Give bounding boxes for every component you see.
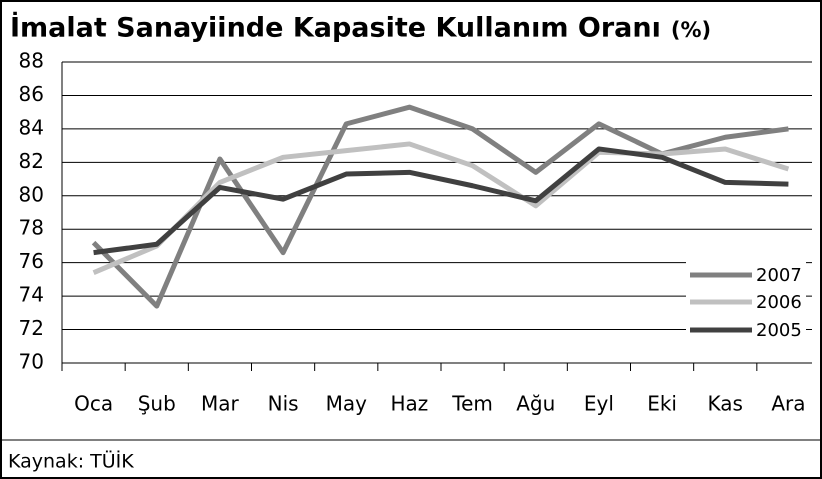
- y-tick-label: 86: [19, 82, 44, 106]
- x-tick-label: May: [326, 392, 368, 416]
- x-tick-label: Nis: [268, 392, 299, 416]
- series-line: [93, 146, 789, 256]
- x-tick-label: Eyl: [584, 392, 614, 416]
- y-tick-label: 76: [19, 249, 44, 273]
- x-tick-label: Şub: [138, 392, 176, 416]
- source: Kaynak: TÜİK: [8, 450, 134, 473]
- legend-label: 2006: [756, 292, 802, 313]
- x-tick-label: Eki: [647, 392, 677, 416]
- x-tick-label: Mar: [201, 392, 240, 416]
- x-tick-label: Kas: [708, 392, 743, 416]
- x-tick-label: Tem: [451, 392, 493, 416]
- x-tick-label: Ağu: [516, 392, 555, 416]
- legend-label: 2007: [756, 265, 802, 286]
- y-tick-label: 72: [19, 316, 44, 340]
- y-tick-label: 78: [19, 216, 44, 240]
- x-tick-label: Oca: [74, 392, 113, 416]
- y-tick-label: 82: [19, 149, 44, 173]
- y-tick-label: 80: [19, 182, 44, 206]
- legend-label: 2005: [756, 320, 802, 341]
- y-tick-label: 70: [19, 350, 44, 374]
- x-tick-label: Ara: [771, 392, 805, 416]
- x-tick-label: Haz: [391, 392, 429, 416]
- y-tick-label: 88: [19, 49, 44, 73]
- chart-subtitle: (%): [671, 18, 711, 42]
- y-tick-label: 84: [19, 115, 44, 139]
- series-line: [92, 141, 790, 276]
- y-tick-label: 74: [19, 283, 44, 307]
- chart-title: İmalat Sanayiinde Kapasite Kullanım Oran…: [10, 12, 661, 44]
